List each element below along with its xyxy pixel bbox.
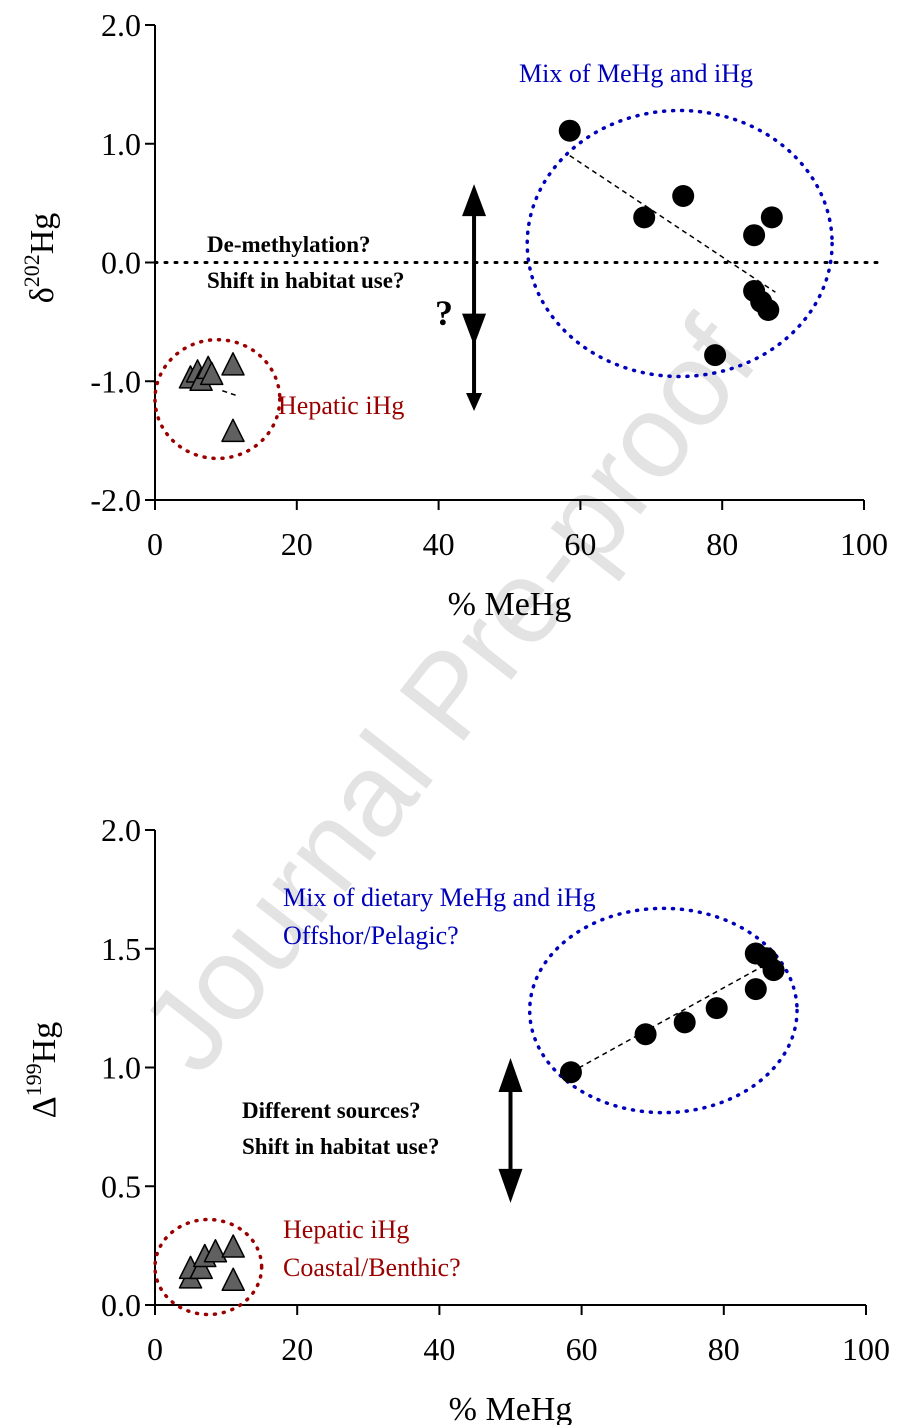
annotation-hep2: Coastal/Benthic? <box>283 1253 461 1282</box>
mehg-point <box>672 185 695 207</box>
y-axis-element: Hg <box>24 213 61 255</box>
mehg-point <box>559 1061 582 1084</box>
x-tick-label: 60 <box>564 526 596 562</box>
y-axis-superscript: 199 <box>21 1063 46 1096</box>
ihg-point <box>221 1234 245 1258</box>
arrow-head-down <box>462 313 487 346</box>
x-tick-label: 20 <box>281 1331 313 1367</box>
mehg-point <box>673 1011 696 1034</box>
y-axis-symbol: δ <box>24 287 61 303</box>
ihg-point <box>221 1267 245 1291</box>
mehg-point <box>633 206 656 229</box>
x-tick-label: 0 <box>147 1331 163 1367</box>
mehg-point <box>760 206 783 229</box>
mehg-point <box>704 344 727 367</box>
x-tick-label: 40 <box>423 526 455 562</box>
annotation-mix1: Mix of dietary MeHg and iHg <box>283 883 596 912</box>
x-tick-label: 80 <box>706 526 738 562</box>
y-tick-label: 1.5 <box>101 931 141 967</box>
y-axis-title: Δ199Hg <box>21 1022 63 1118</box>
ihg-point <box>221 418 245 443</box>
mehg-point <box>558 119 581 142</box>
y-tick-label: 0.5 <box>101 1168 141 1204</box>
y-axis-superscript: 202 <box>19 254 44 287</box>
y-tick-label: -1.0 <box>90 363 141 399</box>
x-tick-label: 40 <box>423 1331 455 1367</box>
y-axis-symbol: Δ <box>26 1096 63 1118</box>
y-tick-label: 1.0 <box>101 1050 141 1086</box>
arrow-head-bottom <box>466 392 483 411</box>
y-tick-label: 0.0 <box>101 245 141 281</box>
mehg-point <box>705 997 728 1020</box>
annotation-hep1: Hepatic iHg <box>283 1215 409 1244</box>
y-tick-label: 0.0 <box>101 1287 141 1323</box>
x-tick-label: 0 <box>147 526 163 562</box>
watermark-text: Journal Pre-proof <box>116 295 781 1095</box>
mehg-group-ellipse <box>527 906 799 1115</box>
y-tick-label: 2.0 <box>101 7 141 43</box>
annotation-q1: De-methylation? <box>207 232 371 257</box>
y-tick-label: 2.0 <box>101 812 141 848</box>
ihg-group-ellipse <box>153 1217 264 1317</box>
annotation-hepatic: Hepatic iHg <box>278 391 404 420</box>
annotation-q2: Shift in habitat use? <box>207 268 404 293</box>
x-tick-label: 100 <box>840 526 888 562</box>
chart-Delta199hg: 0.0 0.5 1.0 1.5 2.0 0 20 40 60 80 100 % MeHg Δ199Hg M… <box>21 812 890 1425</box>
ihg-point <box>221 352 245 376</box>
x-tick-label: 100 <box>842 1331 890 1367</box>
annotation-mix2: Offshor/Pelagic? <box>283 921 459 950</box>
annotation-mix: Mix of MeHg and iHg <box>519 59 753 88</box>
x-axis-title: % MeHg <box>449 1391 573 1425</box>
x-axis-title: % MeHg <box>448 586 572 623</box>
y-axis-element: Hg <box>26 1022 63 1064</box>
mehg-point <box>757 299 780 321</box>
trendline <box>569 155 776 293</box>
ihg-group-ellipse <box>153 337 282 461</box>
mehg-point <box>634 1023 657 1046</box>
x-tick-label: 60 <box>566 1331 598 1367</box>
chart-delta202hg: -2.0-1.00.01.02.00 20 40 60 80 100% MeHgδ202H… <box>19 7 888 623</box>
mehg-point <box>762 959 785 982</box>
mehg-point <box>743 224 766 247</box>
arrow-head-inner-up <box>466 191 483 215</box>
y-axis-title: δ202Hg <box>19 213 61 304</box>
annotation-qmark: ? <box>435 293 453 333</box>
x-tick-label: 80 <box>708 1331 740 1367</box>
y-tick-label: -2.0 <box>90 482 141 518</box>
x-tick-label: 20 <box>281 526 313 562</box>
trendline <box>222 390 237 397</box>
trendline <box>570 957 778 1073</box>
y-tick-label: 1.0 <box>101 126 141 162</box>
ihg-point <box>203 1239 228 1263</box>
annotation-q1: Different sources? <box>242 1098 421 1123</box>
mehg-point <box>744 978 767 1001</box>
mehg-group-ellipse <box>525 108 834 379</box>
arrow-head-up <box>498 1058 523 1092</box>
ihg-point <box>199 361 224 386</box>
annotation-q2: Shift in habitat use? <box>242 1134 439 1159</box>
arrow-head-down <box>498 1168 523 1203</box>
ihg-point <box>189 1255 213 1280</box>
